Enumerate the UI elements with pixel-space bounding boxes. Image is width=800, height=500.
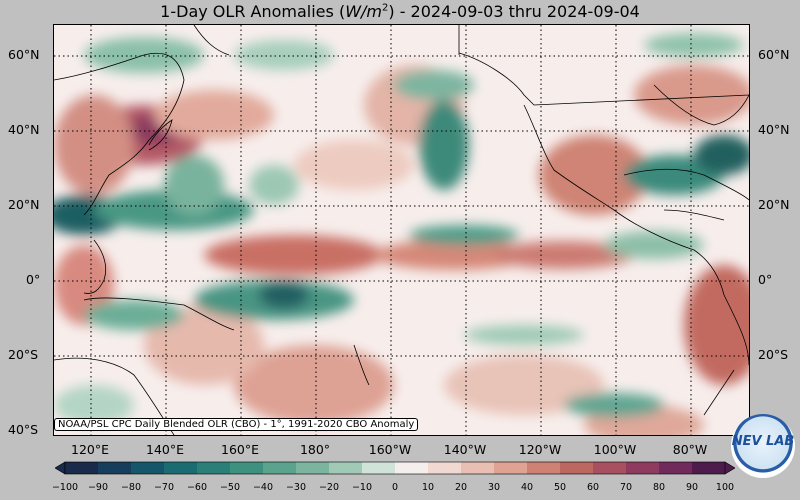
lab-logo: NEV LAB [731,414,795,478]
colorbar-segment [164,462,198,474]
colorbar-tick-label: −70 [153,482,175,493]
colorbar-tick-label: −100 [51,482,79,493]
colorbar-tick-label: −60 [186,482,208,493]
lon-label-80w: 80°W [672,442,708,457]
colorbar-segment [296,462,330,474]
colorbar-min-arrow [55,461,66,475]
lon-label-100w: 100°W [593,442,637,457]
colorbar-segment [461,462,495,474]
lat-label-20s-right: 20°S [758,347,789,362]
colorbar-tick-label: 60 [586,482,600,493]
lat-label-60n-right: 60°N [758,47,790,62]
colorbar-tick-label: −40 [252,482,274,493]
lat-label-20s-left: 20°S [8,347,39,362]
logo-text: NEV LAB [731,434,795,449]
anomaly-blobs [54,33,749,435]
lon-label-120e: 120°E [70,442,110,457]
lat-label-eq-right: 0° [758,272,773,287]
colorbar-tick-label: −90 [87,482,109,493]
lon-label-160e: 160°E [220,442,260,457]
colorbar-segment [197,462,231,474]
colorbar-tick-label: −20 [318,482,340,493]
lon-label-140w: 140°W [443,442,487,457]
colorbar-segment [560,462,594,474]
anomaly-field [54,25,749,435]
lon-label-180: 180° [299,442,331,457]
data-source-credit: NOAA/PSL CPC Daily Blended OLR (CBO) - 1… [54,418,419,431]
colorbar-segment [131,462,165,474]
colorbar-tick-label: 30 [487,482,501,493]
colorbar-segment [329,462,363,474]
colorbar-tick-label: 70 [619,482,633,493]
colorbar-segment [263,462,297,474]
lat-label-20n-left: 20°N [8,197,40,212]
colorbar-segment [395,462,429,474]
lat-label-40n-right: 40°N [758,122,790,137]
colorbar-tick-label: 50 [553,482,567,493]
lat-label-eq-left: 0° [26,272,41,287]
graticule [54,25,749,435]
lon-label-120w: 120°W [518,442,562,457]
colorbar-tick-label: 90 [685,482,699,493]
lat-label-40n-left: 40°N [8,122,40,137]
colorbar-segment [230,462,264,474]
colorbar-tick-label: 40 [520,482,534,493]
colorbar-tick-label: −10 [351,482,373,493]
colorbar-tick-label: −50 [219,482,241,493]
colorbar-segment [98,462,132,474]
map-title: 1-Day OLR Anomalies (W/m2) - 2024-09-03 … [160,2,640,21]
anomaly-map [53,24,750,436]
colorbar-tick-label: 80 [652,482,666,493]
colorbar-segment [593,462,627,474]
colorbar-tick-label: −30 [285,482,307,493]
colorbar-segment [659,462,693,474]
colorbar-border [64,461,726,475]
lon-label-140e: 140°E [145,442,185,457]
colorbar-segment [494,462,528,474]
colorbar [55,461,735,475]
lon-label-160w: 160°W [368,442,412,457]
colorbar-segment [428,462,462,474]
colorbar-tick-label: 20 [454,482,468,493]
colorbar-segment [65,462,99,474]
colorbar-tick-label: 100 [715,482,735,493]
colorbar-segment [527,462,561,474]
lat-label-20n-right: 20°N [758,197,790,212]
colorbar-segment [362,462,396,474]
lat-label-40s-left: 40°S [8,422,39,437]
lat-label-60n-left: 60°N [8,47,40,62]
colorbar-tick-label: −80 [120,482,142,493]
colorbar-max-arrow [724,461,735,475]
colorbar-segment [692,462,726,474]
colorbar-tick-label: 0 [391,482,399,493]
colorbar-segment [626,462,660,474]
colorbar-tick-label: 10 [421,482,435,493]
